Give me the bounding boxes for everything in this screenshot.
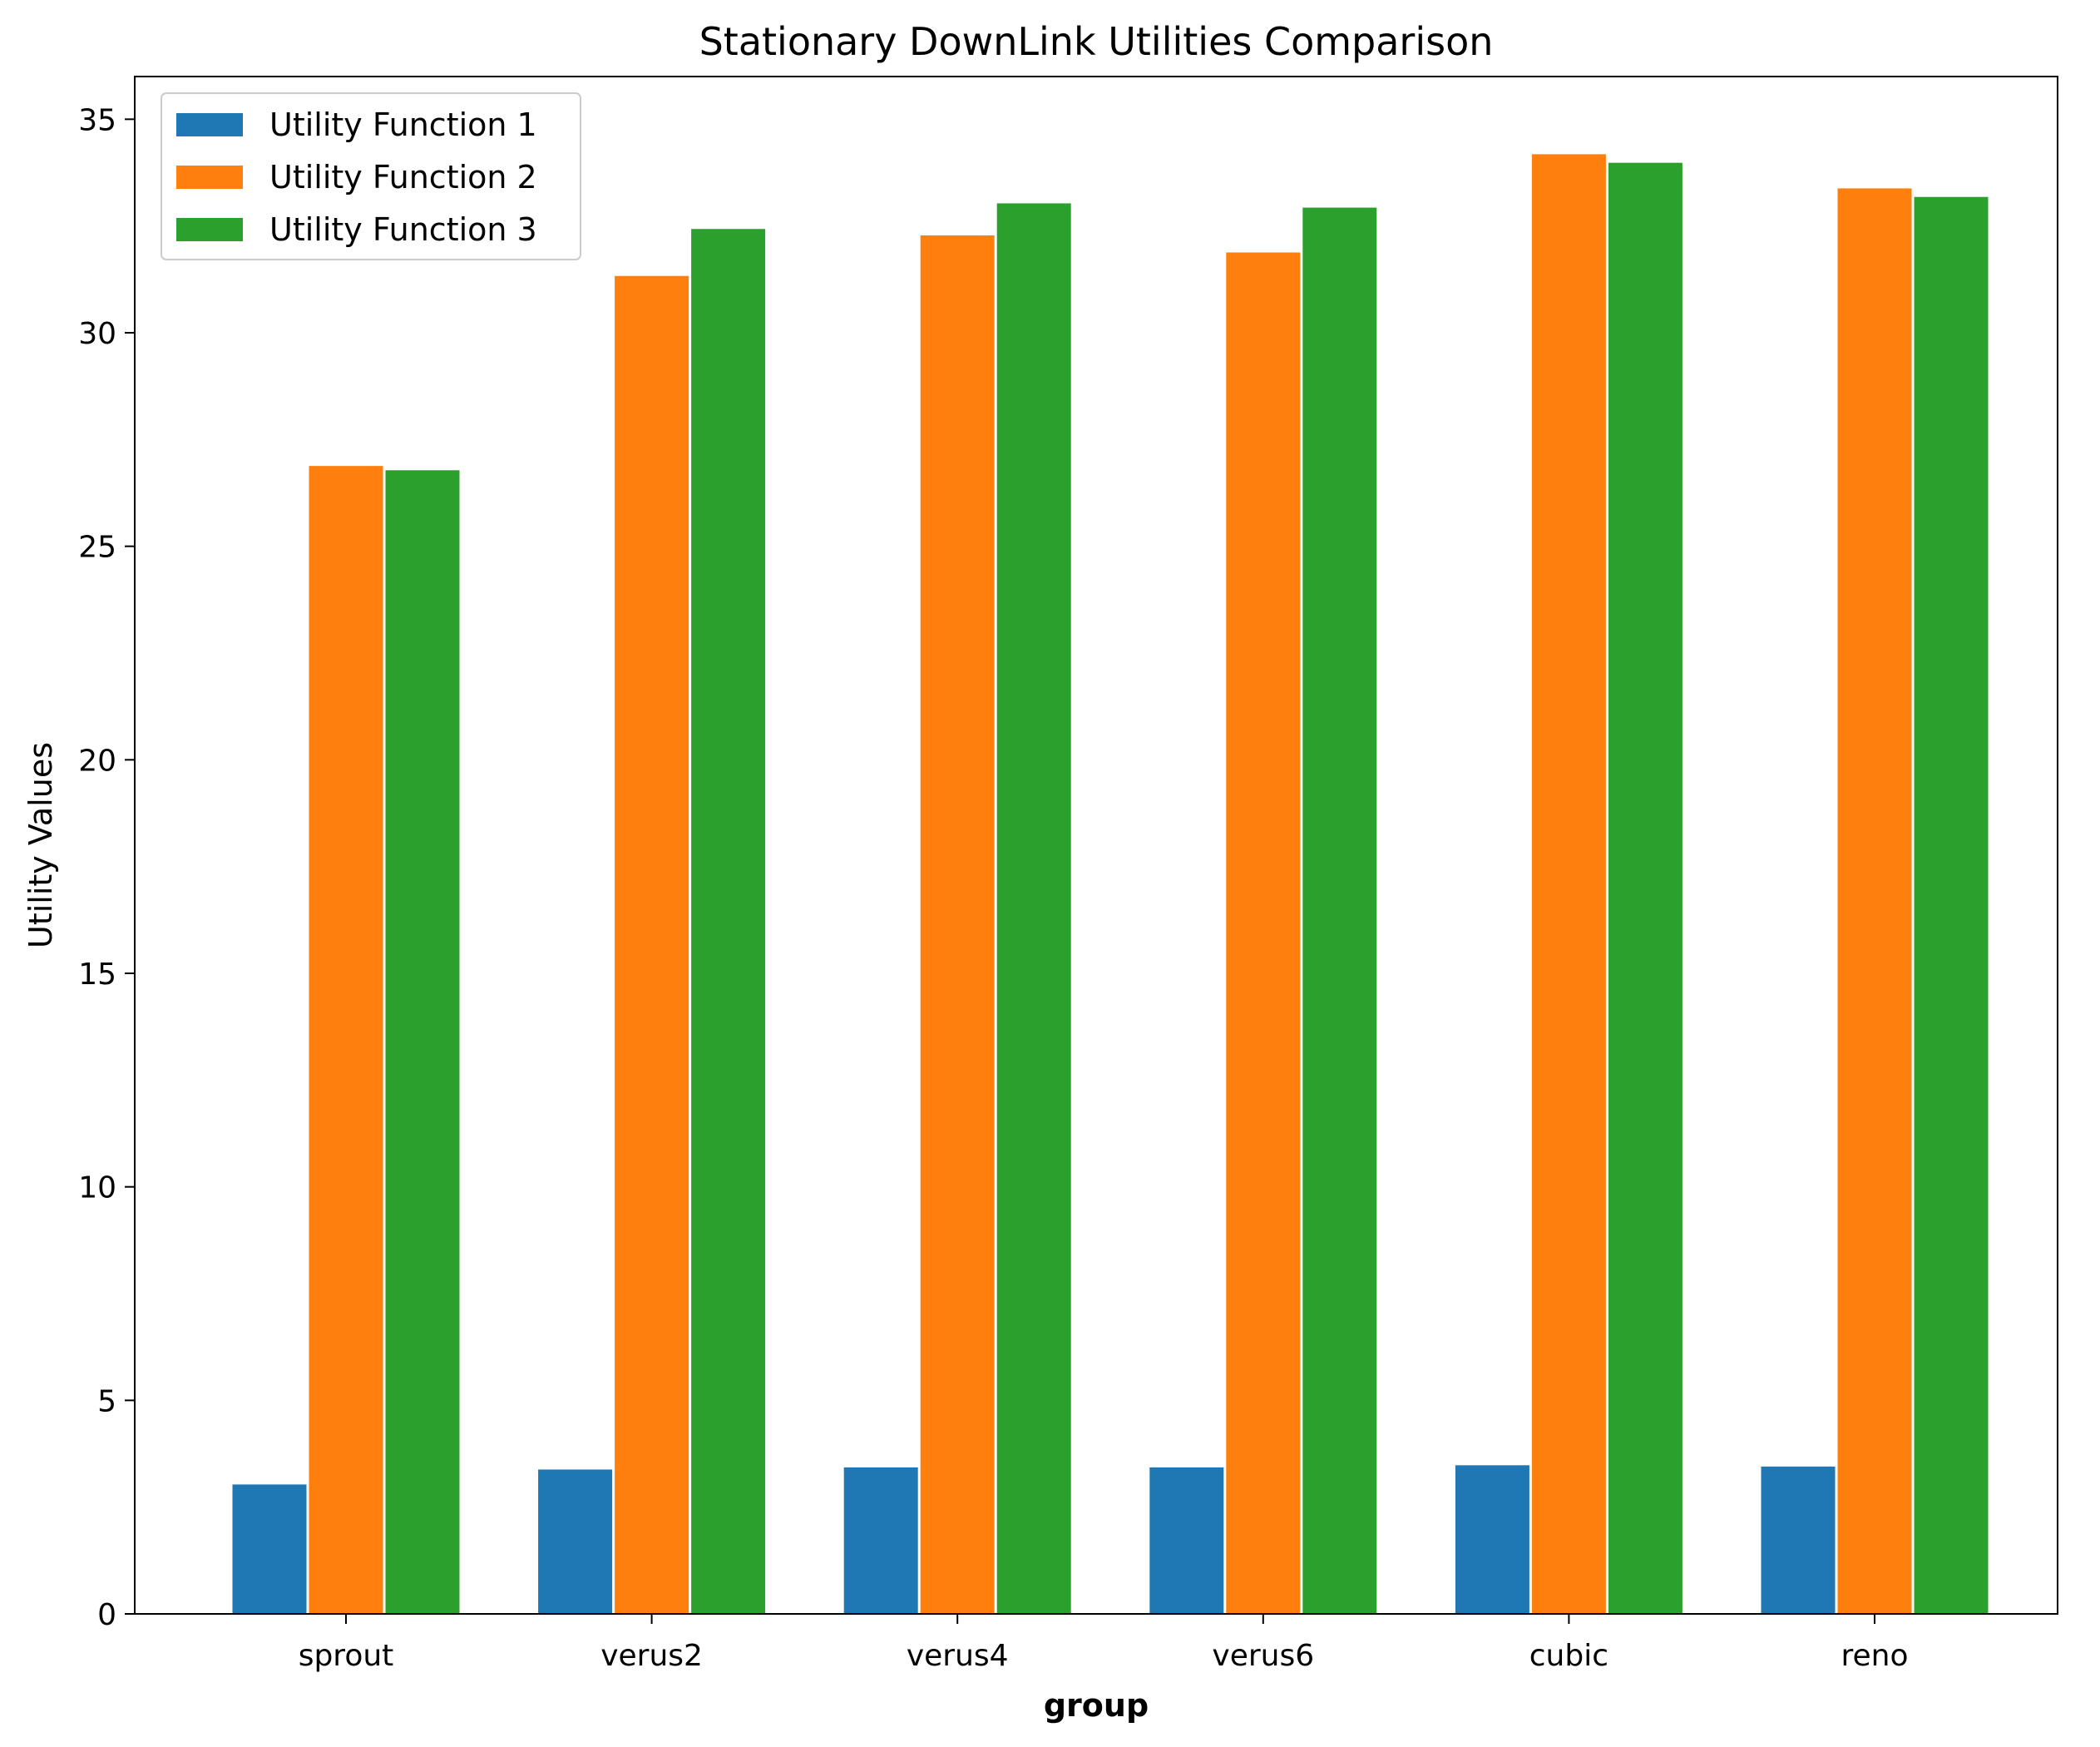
x-tick-label: verus2 — [600, 1639, 703, 1673]
x-tick-label: verus4 — [907, 1639, 1009, 1673]
y-tick-label: 10 — [78, 1171, 116, 1205]
x-tick-label: sprout — [299, 1639, 394, 1673]
legend-label: Utility Function 2 — [269, 159, 537, 195]
y-tick-label: 25 — [78, 531, 116, 565]
legend-label: Utility Function 3 — [269, 211, 537, 248]
bar-verus4-series-1 — [842, 1465, 920, 1616]
x-tick-label: cubic — [1529, 1639, 1608, 1673]
x-axis-ticks: sprout verus2 verus4 verus6 cubic reno — [299, 1614, 1909, 1673]
chart-title: Stationary DownLink Utilities Comparison — [699, 19, 1494, 64]
y-tick-label: 30 — [78, 317, 116, 351]
x-tick-label: reno — [1841, 1639, 1909, 1673]
bar-verus2-series-1 — [536, 1467, 615, 1616]
bar-sprout-series-3 — [383, 468, 462, 1615]
bar-reno-series-1 — [1759, 1464, 1837, 1615]
legend-swatch — [176, 218, 243, 241]
bar-cubic-series-2 — [1529, 152, 1608, 1615]
legend-swatch — [176, 166, 243, 189]
legend-swatch — [176, 113, 243, 136]
plot-frame — [134, 76, 2058, 1615]
bar-verus2-series-2 — [613, 274, 691, 1616]
bar-sprout-series-2 — [307, 464, 385, 1616]
y-axis-ticks: 0 5 10 15 20 25 30 35 — [78, 103, 135, 1632]
y-tick-label: 5 — [97, 1384, 116, 1418]
bars-group — [230, 152, 1990, 1616]
bar-reno-series-3 — [1912, 195, 1990, 1616]
bar-cubic-series-1 — [1453, 1463, 1531, 1616]
y-tick-label: 35 — [78, 103, 116, 137]
bar-verus2-series-3 — [689, 227, 768, 1616]
bar-sprout-series-1 — [230, 1482, 309, 1616]
bar-verus4-series-2 — [918, 233, 996, 1615]
legend: Utility Function 1 Utility Function 2 Util… — [161, 92, 581, 260]
x-tick-label: verus6 — [1212, 1639, 1314, 1673]
y-tick-label: 15 — [78, 958, 116, 992]
y-axis-label: Utility Values — [22, 742, 59, 948]
bar-verus6-series-1 — [1148, 1465, 1226, 1616]
x-axis-label: group — [1044, 1687, 1149, 1724]
bar-reno-series-2 — [1836, 186, 1914, 1615]
bar-verus6-series-2 — [1224, 250, 1302, 1615]
bar-verus6-series-3 — [1301, 205, 1379, 1616]
bar-verus4-series-3 — [995, 201, 1073, 1615]
legend-box — [161, 92, 581, 260]
bar-cubic-series-3 — [1606, 161, 1684, 1616]
legend-label: Utility Function 1 — [269, 106, 537, 143]
y-tick-label: 20 — [78, 744, 116, 778]
y-tick-label: 0 — [97, 1598, 116, 1632]
